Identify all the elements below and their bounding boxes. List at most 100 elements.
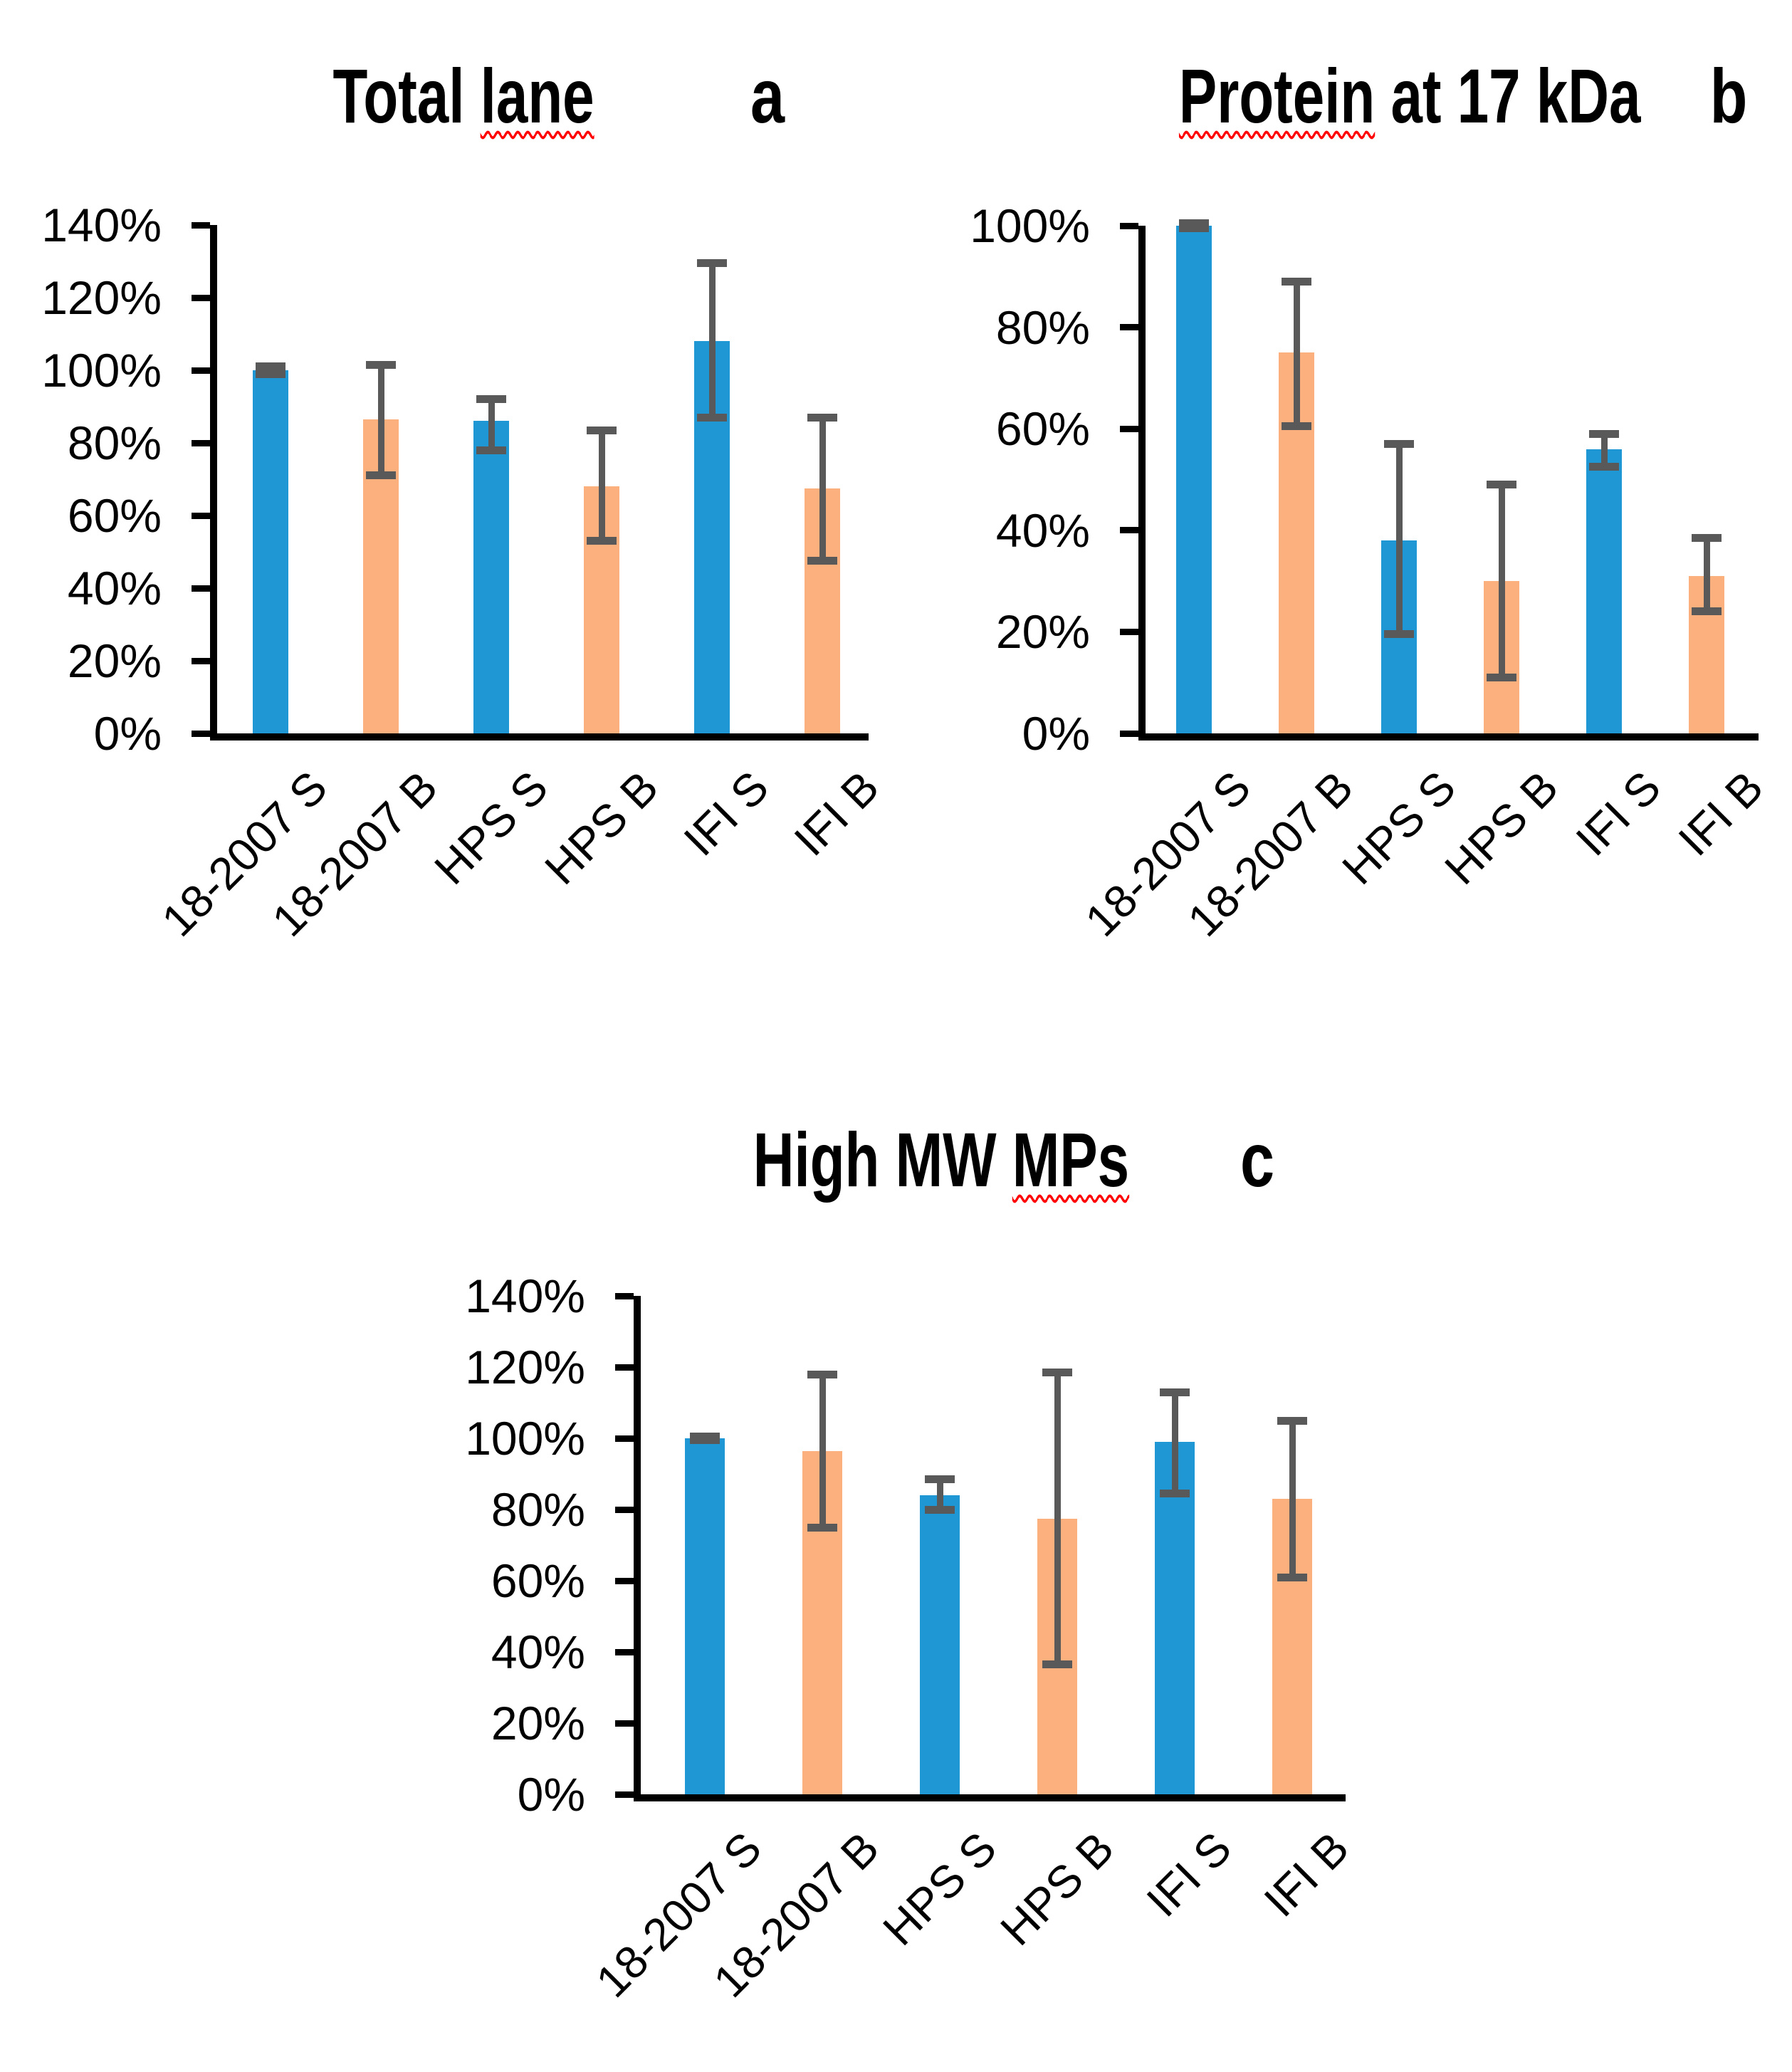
error-bar-cap-bottom: [1282, 422, 1311, 431]
error-bar-cap-top: [1042, 1369, 1072, 1376]
error-bar-stem: [1703, 538, 1710, 612]
error-bar-cap-top: [1277, 1416, 1307, 1425]
bar-hps-b: [1484, 581, 1519, 733]
y-tick-label: 80%: [995, 300, 1090, 354]
error-bar-stem: [936, 1479, 943, 1509]
y-axis: [1138, 226, 1146, 741]
error-bar-stem: [1600, 434, 1608, 467]
error-bar-stem: [819, 1374, 826, 1527]
error-bar-stem: [819, 417, 826, 561]
error-bar-cap-top: [476, 395, 506, 404]
x-axis: [1138, 733, 1759, 741]
x-category-label: IFI S: [1566, 761, 1671, 866]
x-category-label: 18-2007 B: [262, 761, 448, 946]
y-tick-label: 100%: [970, 199, 1090, 252]
error-bar-cap-top: [1179, 219, 1209, 227]
y-tick-label: 120%: [41, 271, 162, 324]
x-category-label: IFI B: [784, 761, 889, 866]
error-bar-stem: [708, 263, 716, 418]
error-bar-cap-top: [1692, 533, 1722, 542]
y-axis-tick: [192, 730, 210, 737]
y-tick-label: 20%: [491, 1697, 585, 1749]
x-category-label: 18-2007 S: [152, 761, 337, 946]
x-category-label: 18-2007 S: [586, 1822, 772, 2007]
y-tick-label: 40%: [67, 562, 162, 614]
y-tick-label: 60%: [67, 489, 162, 542]
y-axis: [634, 1296, 641, 1801]
panel-letter-c: c: [1240, 1116, 1275, 1203]
y-axis-tick: [615, 1435, 634, 1442]
y-tick-label: 100%: [41, 344, 162, 397]
error-bar-cap-top: [1589, 429, 1619, 438]
y-axis-tick: [615, 1577, 634, 1584]
y-axis-tick: [192, 512, 210, 519]
error-bar-stem: [1498, 484, 1505, 678]
bar-hps-s: [1381, 540, 1417, 733]
y-axis-tick: [615, 1720, 634, 1727]
y-axis-tick: [1120, 527, 1138, 534]
bar-18-2007-b: [363, 419, 399, 733]
y-tick-label: 0%: [1022, 707, 1090, 760]
x-category-label: 18-2007 S: [1075, 761, 1261, 946]
y-tick-label: 140%: [41, 199, 162, 251]
y-tick-label: 0%: [93, 707, 162, 760]
x-category-label: HPS B: [1435, 761, 1568, 894]
error-bar-cap-top: [366, 360, 396, 369]
bar-ifi-b: [805, 488, 840, 733]
y-tick-label: 40%: [995, 503, 1090, 557]
y-tick-label: 140%: [465, 1270, 585, 1322]
error-bar-cap-bottom: [587, 537, 617, 545]
bar-18-2007-b: [1279, 352, 1314, 733]
y-tick-label: 100%: [465, 1412, 585, 1465]
error-bar-cap-bottom: [1384, 630, 1414, 639]
x-category-label: IFI B: [1668, 761, 1773, 866]
error-bar-stem: [267, 366, 274, 375]
y-axis-tick: [1120, 222, 1138, 229]
error-bar-stem: [1395, 444, 1403, 634]
title-misspelled-word: MPs: [1012, 1116, 1130, 1203]
y-tick-label: 80%: [491, 1483, 585, 1536]
y-axis-tick: [1120, 324, 1138, 331]
bar-ifi-b: [1689, 575, 1724, 733]
chart-title-total-lane: Total lane: [1, 56, 926, 136]
x-category-label: 18-2007 B: [1178, 761, 1363, 946]
error-bar-cap-top: [1384, 440, 1414, 449]
y-tick-label: 40%: [491, 1626, 585, 1678]
title-misspelled-word: lane: [480, 53, 594, 139]
y-axis-tick: [192, 439, 210, 446]
panel-letter-a: a: [750, 53, 785, 139]
error-bar-cap-top: [587, 426, 617, 434]
y-axis-tick: [1120, 628, 1138, 635]
error-bar-cap-top: [1160, 1388, 1190, 1396]
bar-ifi-s: [1586, 449, 1622, 733]
bar-hps-b: [584, 486, 619, 733]
title-text: Total: [332, 53, 481, 139]
y-axis-tick: [192, 294, 210, 301]
y-axis-tick: [1120, 730, 1138, 737]
x-category-label: IFI S: [674, 761, 779, 866]
error-bar-cap-bottom: [807, 1523, 837, 1532]
title-text-suffix: at 17 kDa: [1375, 53, 1641, 139]
y-axis-tick: [1120, 425, 1138, 432]
x-axis: [634, 1794, 1346, 1801]
error-bar-stem: [1289, 1420, 1296, 1577]
y-tick-label: 80%: [67, 417, 162, 469]
error-bar-cap-top: [925, 1475, 955, 1483]
error-bar-cap-bottom: [476, 446, 506, 454]
x-category-label: HPS S: [424, 761, 558, 894]
error-bar-cap-top: [256, 362, 285, 371]
bar-ifi-s: [694, 341, 730, 733]
error-bar-cap-top: [807, 1370, 837, 1378]
error-bar-cap-top: [1282, 277, 1311, 286]
error-bar-cap-bottom: [256, 370, 285, 378]
y-tick-label: 60%: [995, 402, 1090, 456]
error-bar-cap-bottom: [807, 557, 837, 565]
bar-hps-s: [473, 421, 509, 733]
bar-18-2007-s: [685, 1438, 725, 1794]
title-misspelled-word: Protein: [1178, 53, 1376, 139]
error-bar-cap-bottom: [1692, 607, 1722, 616]
x-category-label: IFI S: [1136, 1822, 1242, 1927]
